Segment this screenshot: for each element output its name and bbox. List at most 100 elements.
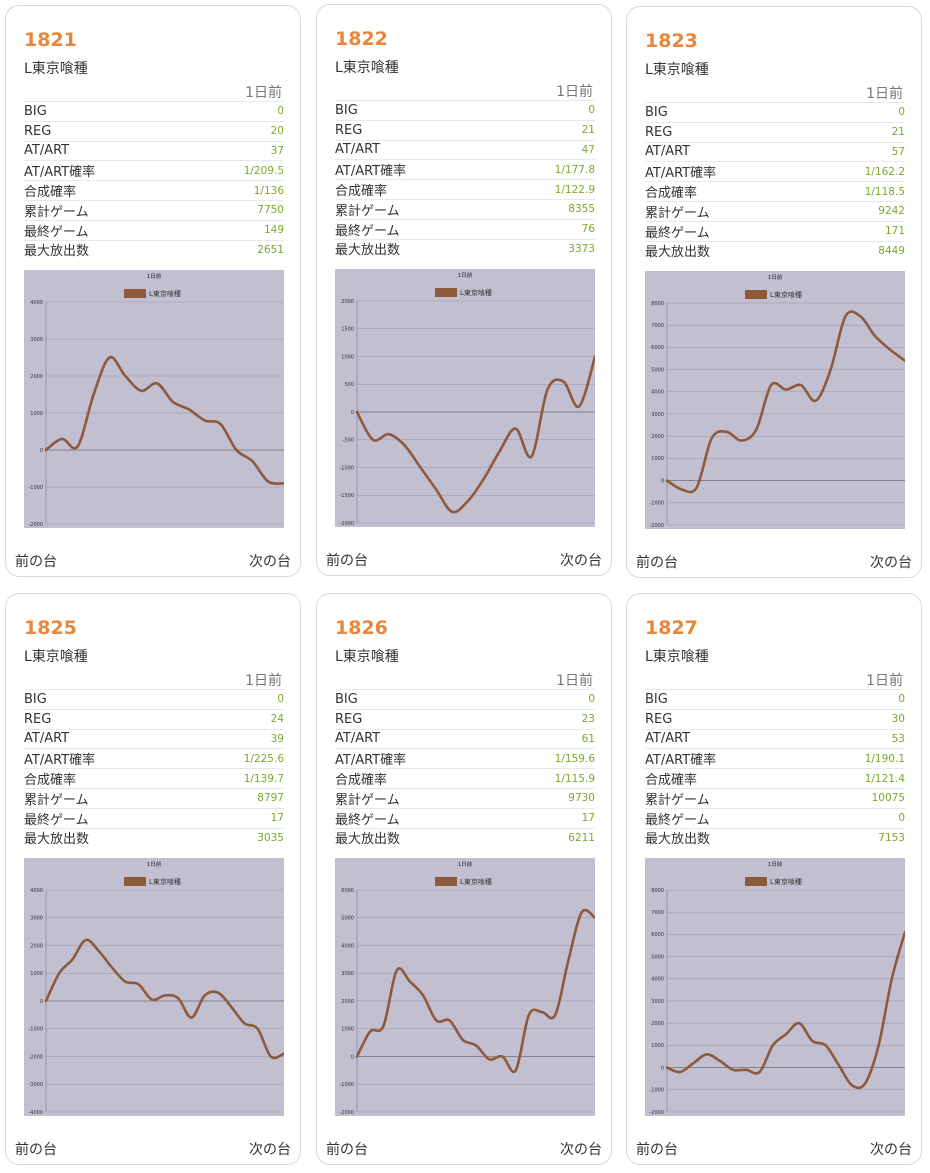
prev-machine-link[interactable]: 前の台 [326, 553, 368, 569]
prev-machine-link[interactable]: 前の台 [636, 1142, 678, 1158]
y-tick-label: 0 [40, 448, 43, 454]
stat-label: REG [24, 123, 52, 139]
chart-title: 1日前 [147, 272, 162, 280]
machine-number[interactable]: 1823 [645, 30, 698, 52]
stat-value: 3373 [568, 242, 595, 255]
machine-number[interactable]: 1821 [24, 29, 77, 51]
y-tick-label: 6000 [341, 888, 354, 894]
stat-label: 累計ゲーム [24, 792, 89, 808]
stat-row: 最大放出数 6211 [335, 827, 595, 847]
legend-label: L東京喰種 [149, 289, 181, 298]
next-machine-link[interactable]: 次の台 [870, 1142, 912, 1158]
y-tick-label: -3000 [28, 1082, 43, 1088]
machine-card: 1822 L東京喰種 1日前 BIG 0 REG 21 AT/ART 47 AT/ART確率 1/1… [316, 4, 612, 576]
y-tick-label: 3000 [651, 999, 664, 1005]
stat-row: 合成確率 1/136 [24, 180, 284, 200]
stat-value: 1/209.5 [243, 164, 284, 177]
stats-table: BIG 0 REG 21 AT/ART 57 AT/ART確率 1/162.2 合成確率 1/11… [645, 102, 905, 260]
next-machine-link[interactable]: 次の台 [249, 554, 291, 570]
stat-row: 累計ゲーム 9242 [645, 200, 905, 221]
y-tick-label: 3000 [341, 971, 354, 977]
y-tick-label: -2000 [339, 1110, 354, 1116]
y-tick-label: 0 [351, 410, 354, 416]
legend-label: L東京喰種 [460, 288, 492, 297]
stat-row: 最終ゲーム 17 [24, 807, 284, 828]
stat-row: AT/ART 61 [335, 728, 595, 749]
stat-label: AT/ART [645, 731, 691, 747]
y-tick-label: 2000 [341, 999, 354, 1005]
stat-row: REG 23 [335, 708, 595, 729]
stat-row: AT/ART 37 [24, 140, 284, 161]
y-tick-label: 1500 [341, 327, 354, 333]
stat-label: REG [645, 711, 673, 727]
prev-machine-link[interactable]: 前の台 [326, 1142, 368, 1158]
stats-table: BIG 0 REG 30 AT/ART 53 AT/ART確率 1/190.1 合成確率 1/12… [645, 689, 905, 847]
machine-number[interactable]: 1827 [645, 617, 698, 639]
stat-value: 23 [581, 713, 595, 726]
stat-row: AT/ART 39 [24, 728, 284, 749]
y-tick-label: -2000 [649, 1110, 664, 1116]
stat-row: 最大放出数 3373 [335, 238, 595, 258]
y-tick-label: -500 [343, 438, 354, 444]
prev-machine-link[interactable]: 前の台 [636, 555, 678, 571]
y-tick-label: 0 [661, 478, 664, 484]
stat-row: AT/ART確率 1/225.6 [24, 748, 284, 768]
stat-label: 合成確率 [645, 773, 698, 789]
stat-value: 1/139.7 [243, 772, 284, 785]
machine-number[interactable]: 1822 [335, 28, 388, 50]
machine-number[interactable]: 1826 [335, 617, 388, 639]
plot-background [24, 858, 284, 1116]
prev-machine-link[interactable]: 前の台 [15, 1142, 57, 1158]
stat-value: 0 [898, 106, 905, 119]
series-line [44, 938, 284, 1060]
stat-row: 累計ゲーム 7750 [24, 199, 284, 220]
stat-value: 0 [277, 105, 284, 118]
legend-label: L東京喰種 [460, 877, 492, 886]
stat-row: BIG 0 [335, 100, 595, 120]
next-machine-link[interactable]: 次の台 [249, 1142, 291, 1158]
stat-row: 最大放出数 2651 [24, 239, 284, 260]
chart-title: 1日前 [147, 860, 162, 868]
machine-card: 1826 L東京喰種 1日前 BIG 0 REG 23 AT/ART 61 AT/ART確率 1/1… [316, 593, 612, 1165]
stat-label: REG [335, 711, 363, 727]
stat-row: REG 20 [24, 120, 284, 141]
y-tick-label: 4000 [30, 300, 43, 306]
stat-row: BIG 0 [645, 689, 905, 709]
stat-value: 1/159.6 [554, 752, 595, 765]
machine-number[interactable]: 1825 [24, 617, 77, 639]
stats-table: BIG 0 REG 20 AT/ART 37 AT/ART確率 1/209.5 合成確率 1/13… [24, 101, 284, 259]
plot-background [645, 271, 905, 529]
stat-label: AT/ART [335, 731, 381, 747]
stat-value: 0 [588, 104, 595, 117]
legend-swatch [124, 289, 146, 298]
stat-label: REG [645, 124, 673, 140]
y-tick-label: 8000 [651, 888, 664, 894]
payout-chart: 1日前 L東京喰種 -2000 -1000 0 1000 2000 3000 4000 [24, 270, 284, 528]
stat-row: AT/ART 47 [335, 139, 595, 160]
next-machine-link[interactable]: 次の台 [870, 555, 912, 571]
stat-label: 累計ゲーム [645, 792, 710, 808]
next-machine-link[interactable]: 次の台 [560, 553, 602, 569]
stat-value: 0 [588, 693, 595, 706]
machine-model: L東京喰種 [24, 61, 88, 77]
y-tick-label: -4000 [28, 1110, 43, 1116]
machine-model: L東京喰種 [335, 649, 399, 665]
stat-row: REG 30 [645, 708, 905, 729]
day-header: 1日前 [866, 673, 903, 689]
stat-label: AT/ART [24, 731, 70, 747]
y-tick-label: 4000 [651, 390, 664, 396]
stat-value: 1/190.1 [864, 752, 905, 765]
next-machine-link[interactable]: 次の台 [560, 1142, 602, 1158]
chart-title: 1日前 [458, 271, 473, 279]
y-tick-label: 1000 [30, 971, 43, 977]
prev-machine-link[interactable]: 前の台 [15, 554, 57, 570]
plot-background [24, 270, 284, 528]
stats-table: BIG 0 REG 21 AT/ART 47 AT/ART確率 1/177.8 合成確率 1/12… [335, 100, 595, 258]
stat-row: BIG 0 [24, 101, 284, 121]
stat-value: 1/118.5 [864, 185, 905, 198]
stat-label: 最終ゲーム [335, 812, 400, 828]
stat-label: 最終ゲーム [24, 224, 89, 240]
stat-label: AT/ART確率 [335, 753, 407, 769]
stat-label: 最大放出数 [24, 244, 90, 260]
stat-label: 累計ゲーム [24, 204, 89, 220]
